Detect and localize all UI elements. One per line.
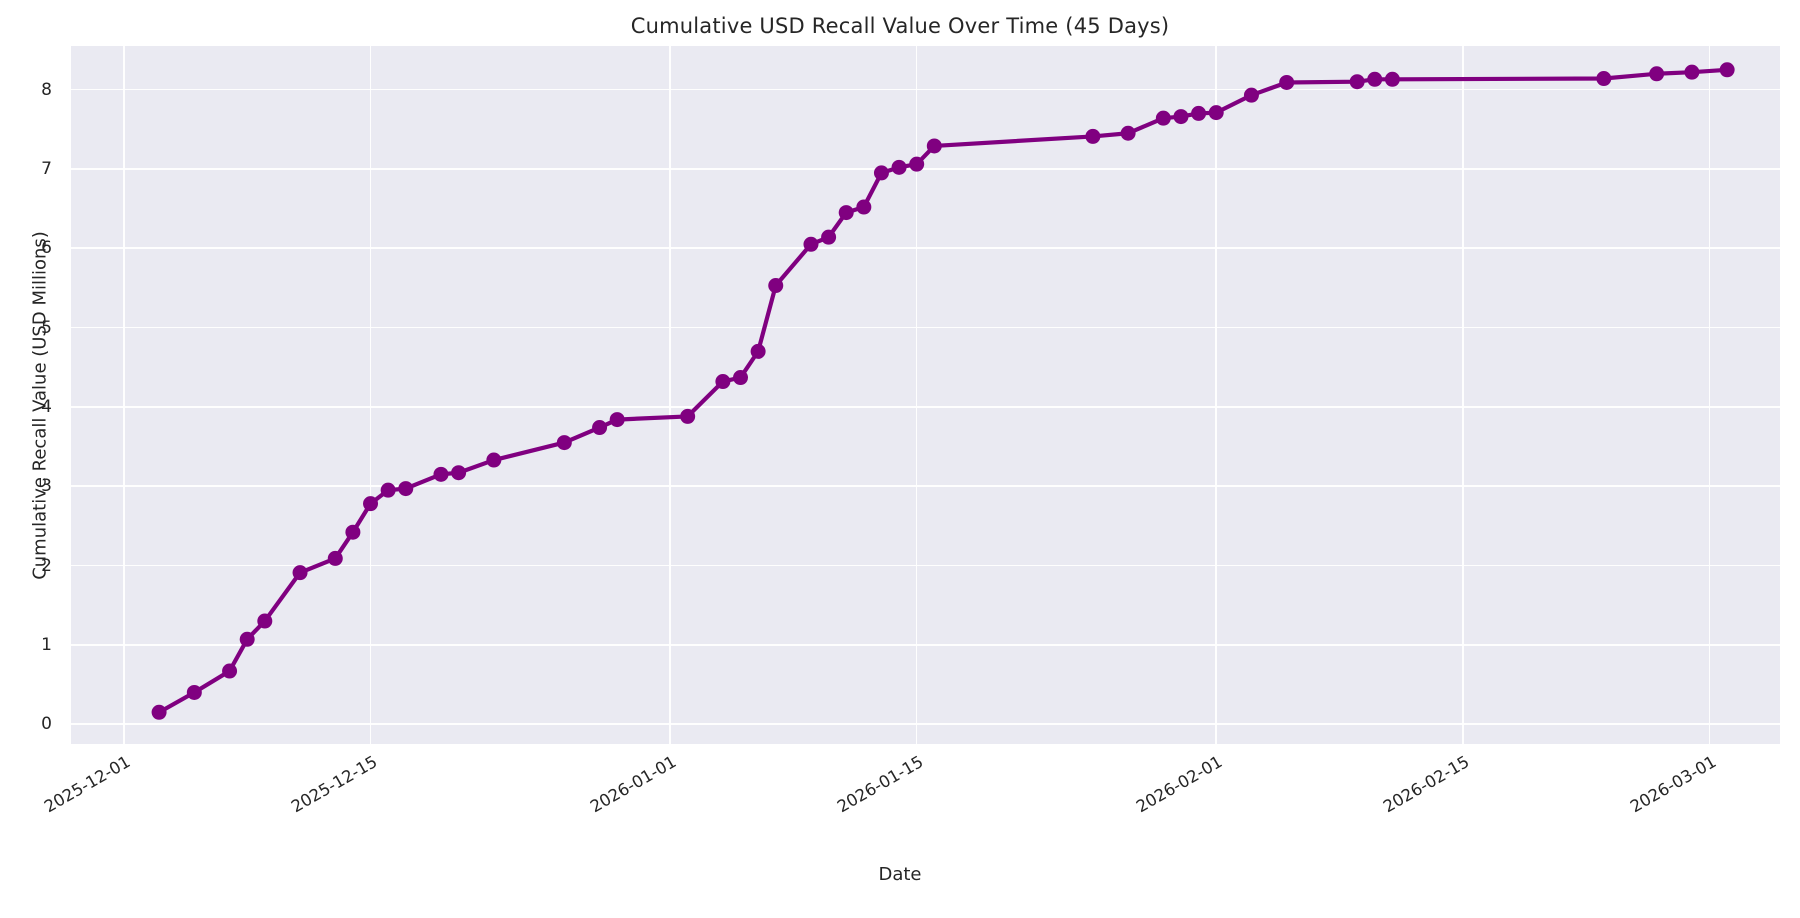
gridline-horizontal xyxy=(71,406,1780,408)
series-line xyxy=(156,67,1730,715)
data-point-marker xyxy=(1173,109,1189,125)
x-tick-label: 2026-01-01 xyxy=(586,752,680,817)
y-tick-label: 7 xyxy=(41,158,52,179)
data-point-marker xyxy=(856,199,872,215)
data-point-marker xyxy=(715,374,731,390)
data-point-marker xyxy=(1208,105,1224,121)
gridline-vertical xyxy=(915,46,918,744)
plot-area xyxy=(71,46,1780,744)
data-point-marker xyxy=(891,159,907,175)
y-axis-label: Cumulative Recall Value (USD Millions) xyxy=(29,231,51,580)
data-point-marker xyxy=(327,550,343,566)
data-point-marker xyxy=(451,465,467,481)
data-point-marker xyxy=(1243,87,1259,103)
series-markers xyxy=(151,62,1735,720)
gridline-vertical xyxy=(1462,46,1464,744)
data-point-marker xyxy=(1384,71,1400,87)
gridline-horizontal xyxy=(71,247,1780,250)
data-point-marker xyxy=(433,466,449,482)
data-point-marker xyxy=(345,524,361,540)
data-point-marker xyxy=(873,165,889,181)
data-point-marker xyxy=(486,452,502,468)
data-point-marker xyxy=(821,229,837,245)
y-tick-label: 0 xyxy=(41,714,52,735)
data-point-marker xyxy=(398,481,414,497)
data-point-marker xyxy=(556,435,572,451)
data-point-marker xyxy=(1349,74,1365,90)
data-point-marker xyxy=(803,236,819,252)
data-point-marker xyxy=(1085,128,1101,144)
gridline-vertical xyxy=(669,46,671,744)
x-tick-label: 2025-12-01 xyxy=(40,752,134,817)
data-point-marker xyxy=(151,704,167,720)
data-point-marker xyxy=(838,205,854,221)
data-point-marker xyxy=(768,278,784,294)
gridline-horizontal xyxy=(71,88,1780,91)
data-point-marker xyxy=(592,420,608,436)
data-point-marker xyxy=(186,684,202,700)
x-tick-label: 2026-03-01 xyxy=(1626,752,1720,817)
y-tick-label: 4 xyxy=(41,396,52,417)
gridline-horizontal xyxy=(71,564,1780,567)
data-point-marker xyxy=(609,412,625,428)
data-point-marker xyxy=(1719,62,1735,78)
data-point-marker xyxy=(909,156,925,172)
gridline-horizontal xyxy=(71,644,1780,646)
gridline-vertical xyxy=(1215,46,1217,744)
data-point-marker xyxy=(380,482,396,498)
y-tick-label: 1 xyxy=(41,634,52,655)
gridline-vertical xyxy=(1708,46,1711,744)
data-point-marker xyxy=(1367,71,1383,87)
data-point-marker xyxy=(1120,125,1136,141)
gridline-horizontal xyxy=(71,168,1780,170)
y-tick-label: 3 xyxy=(41,476,52,497)
gridline-vertical xyxy=(369,46,372,744)
line-series-cumulative-recall-value xyxy=(151,62,1735,720)
data-point-marker xyxy=(1684,64,1700,80)
data-point-marker xyxy=(1191,105,1207,121)
y-tick-label: 8 xyxy=(41,79,52,100)
data-point-marker xyxy=(680,408,696,424)
y-tick-label: 5 xyxy=(41,317,52,338)
x-tick-label: 2025-12-15 xyxy=(287,752,380,817)
gridline-horizontal xyxy=(71,723,1780,725)
x-tick-label: 2026-02-01 xyxy=(1133,752,1226,817)
gridline-vertical xyxy=(123,46,125,744)
chart-title: Cumulative USD Recall Value Over Time (4… xyxy=(630,14,1170,38)
data-point-marker xyxy=(733,370,749,386)
y-tick-label: 2 xyxy=(41,555,52,576)
gridline-horizontal xyxy=(71,485,1780,487)
gridline-horizontal xyxy=(71,326,1780,329)
data-point-marker xyxy=(926,138,942,154)
x-tick-label: 2026-02-15 xyxy=(1379,752,1473,817)
data-point-marker xyxy=(239,631,255,647)
data-point-marker xyxy=(363,496,379,512)
y-tick-label: 6 xyxy=(41,238,52,259)
data-point-marker xyxy=(222,663,238,679)
data-point-marker xyxy=(1155,110,1171,126)
data-point-marker xyxy=(1649,66,1665,82)
x-axis-label: Date xyxy=(878,864,922,885)
data-point-marker xyxy=(750,343,766,359)
data-point-marker xyxy=(292,565,308,581)
data-point-marker xyxy=(1596,71,1612,87)
data-point-marker xyxy=(1279,74,1295,90)
data-point-marker xyxy=(257,613,273,629)
x-tick-label: 2026-01-15 xyxy=(833,752,927,817)
